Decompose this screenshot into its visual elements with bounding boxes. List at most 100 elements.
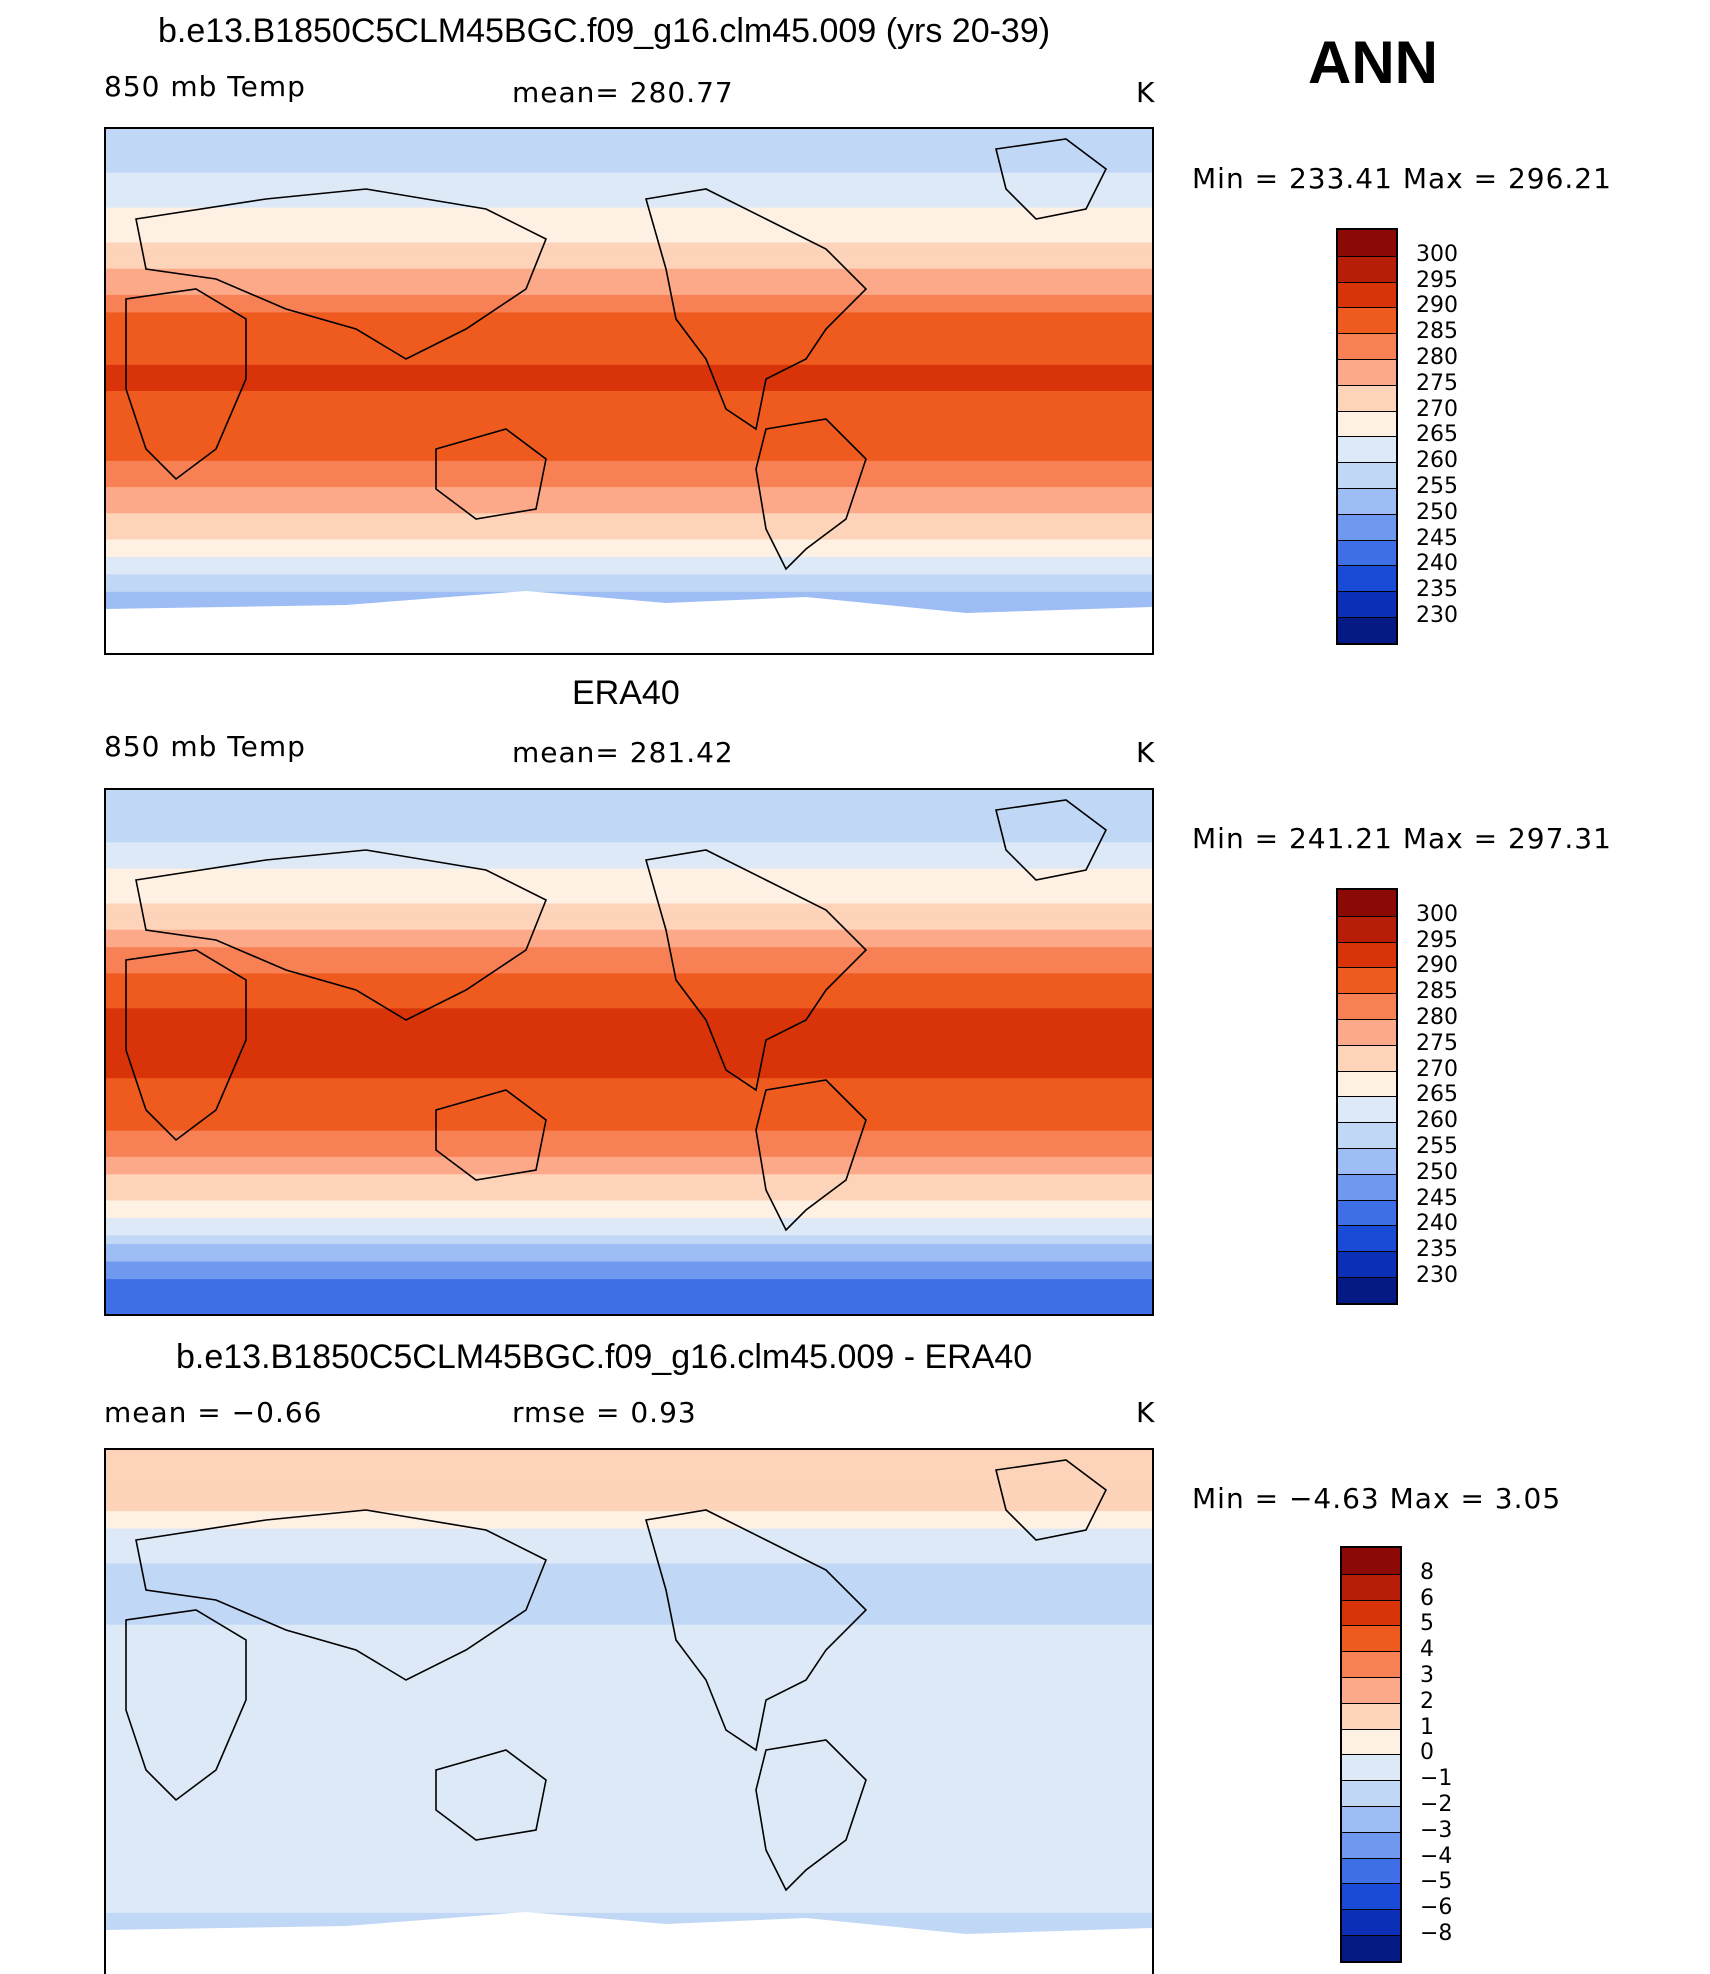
- heatmap-band: [106, 824, 1152, 835]
- heatmap-band: [106, 522, 1152, 532]
- heatmap-band: [106, 277, 1152, 287]
- coastline: [125, 949, 247, 1142]
- colorbar-tick-label: 275: [1416, 1030, 1458, 1056]
- coastline: [644, 188, 868, 431]
- heatmap-band: [106, 798, 1152, 809]
- antarctica-mask: [106, 591, 1152, 653]
- coastline: [644, 1509, 868, 1752]
- heatmap-band: [106, 886, 1152, 896]
- panel1-mean: mean= 280.77: [512, 76, 734, 109]
- heatmap-band: [106, 1685, 1152, 1696]
- colorbar-tick-label: 8: [1420, 1559, 1434, 1585]
- heatmap-band: [106, 1624, 1152, 1634]
- heatmap-band: [106, 1025, 1152, 1036]
- heatmap-band: [106, 1305, 1152, 1314]
- heatmap-band: [106, 1519, 1152, 1530]
- colorbar-tick-label: 6: [1420, 1585, 1434, 1611]
- heatmap-band: [106, 1296, 1152, 1306]
- heatmap-band: [106, 1174, 1152, 1184]
- colorbar-tick-label: 5: [1420, 1611, 1434, 1637]
- heatmap-band: [106, 303, 1152, 313]
- heatmap-band: [106, 1615, 1152, 1626]
- heatmap-band: [106, 1869, 1152, 1879]
- colorbar-swatch: [1338, 410, 1396, 437]
- heatmap-band: [106, 1511, 1152, 1521]
- heatmap-band: [106, 1017, 1152, 1027]
- colorbar-swatch: [1338, 462, 1396, 488]
- heatmap-band: [106, 391, 1152, 401]
- colorbar-swatch: [1338, 436, 1396, 463]
- heatmap-band: [106, 539, 1152, 549]
- heatmap-band: [106, 1130, 1152, 1140]
- heatmap-band: [106, 1589, 1152, 1600]
- heatmap-band: [106, 833, 1152, 843]
- heatmap-band: [106, 1052, 1152, 1062]
- heatmap-band: [106, 1450, 1152, 1460]
- heatmap-band: [106, 859, 1152, 870]
- heatmap-band: [106, 1458, 1152, 1469]
- heatmap-band: [106, 478, 1152, 488]
- coastline: [135, 1509, 548, 1681]
- heatmap-band: [106, 1270, 1152, 1280]
- colorbar-swatch: [1338, 890, 1396, 916]
- heatmap-band: [106, 1078, 1152, 1088]
- colorbar-swatch: [1338, 591, 1396, 617]
- panel1-map: [104, 127, 1154, 655]
- heatmap-band: [106, 1287, 1152, 1298]
- heatmap-band: [106, 868, 1152, 878]
- heatmap-band: [106, 242, 1152, 252]
- colorbar-tick-label: −6: [1420, 1895, 1453, 1921]
- heatmap-band: [106, 495, 1152, 506]
- colorbar-tick-label: 280: [1416, 345, 1458, 370]
- heatmap-band: [106, 268, 1152, 279]
- colorbar-swatch: [1342, 1883, 1400, 1910]
- panel3-title: b.e13.B1850C5CLM45BGC.f09_g16.clm45.009 …: [176, 1338, 1033, 1376]
- heatmap-band: [106, 1703, 1152, 1713]
- heatmap-band: [106, 1139, 1152, 1149]
- colorbar-tick-label: 0: [1420, 1740, 1434, 1766]
- heatmap-band: [106, 460, 1152, 471]
- colorbar-tick-label: 300: [1416, 901, 1458, 927]
- heatmap-band: [106, 1165, 1152, 1175]
- heatmap-band: [106, 1860, 1152, 1870]
- heatmap-band: [106, 1755, 1152, 1765]
- colorbar-tick-label: 300: [1416, 241, 1458, 267]
- heatmap-band: [106, 1226, 1152, 1236]
- heatmap-band: [106, 1773, 1152, 1783]
- heatmap-band: [106, 1563, 1152, 1573]
- colorbar-tick-label: 255: [1416, 1134, 1458, 1159]
- heatmap-band: [106, 382, 1152, 392]
- colorbar-swatch: [1342, 1625, 1400, 1652]
- heatmap-band: [106, 1816, 1152, 1827]
- colorbar-swatch: [1338, 281, 1396, 308]
- colorbar-tick-label: 230: [1416, 603, 1458, 628]
- heatmap-band: [106, 1261, 1152, 1271]
- heatmap-band: [106, 347, 1152, 357]
- coastline: [435, 1749, 547, 1841]
- colorbar-swatch: [1338, 539, 1396, 566]
- heatmap-band: [106, 1729, 1152, 1739]
- colorbar-tick-label: 240: [1416, 1211, 1458, 1237]
- colorbar-tick-label: −8: [1420, 1921, 1453, 1946]
- heatmap-band: [106, 1607, 1152, 1617]
- heatmap-band: [106, 1790, 1152, 1800]
- heatmap-band: [106, 1095, 1152, 1105]
- colorbar-tick-label: 265: [1416, 422, 1458, 448]
- coastline: [755, 418, 867, 571]
- heatmap-band: [106, 338, 1152, 348]
- colorbar-tick-label: 245: [1416, 1185, 1458, 1211]
- heatmap-band: [106, 1825, 1152, 1835]
- heatmap-band: [106, 364, 1152, 375]
- heatmap-band: [106, 912, 1152, 922]
- heatmap-band: [106, 1572, 1152, 1582]
- coastline: [435, 1089, 547, 1181]
- colorbar-swatch: [1338, 1122, 1396, 1148]
- heatmap-band: [106, 469, 1152, 479]
- heatmap-band: [106, 1537, 1152, 1547]
- heatmap-band: [106, 1738, 1152, 1748]
- heatmap-band: [106, 556, 1152, 567]
- heatmap-band: [106, 851, 1152, 861]
- colorbar-swatch: [1338, 333, 1396, 359]
- heatmap-band: [106, 1598, 1152, 1608]
- heatmap-band: [106, 1043, 1152, 1053]
